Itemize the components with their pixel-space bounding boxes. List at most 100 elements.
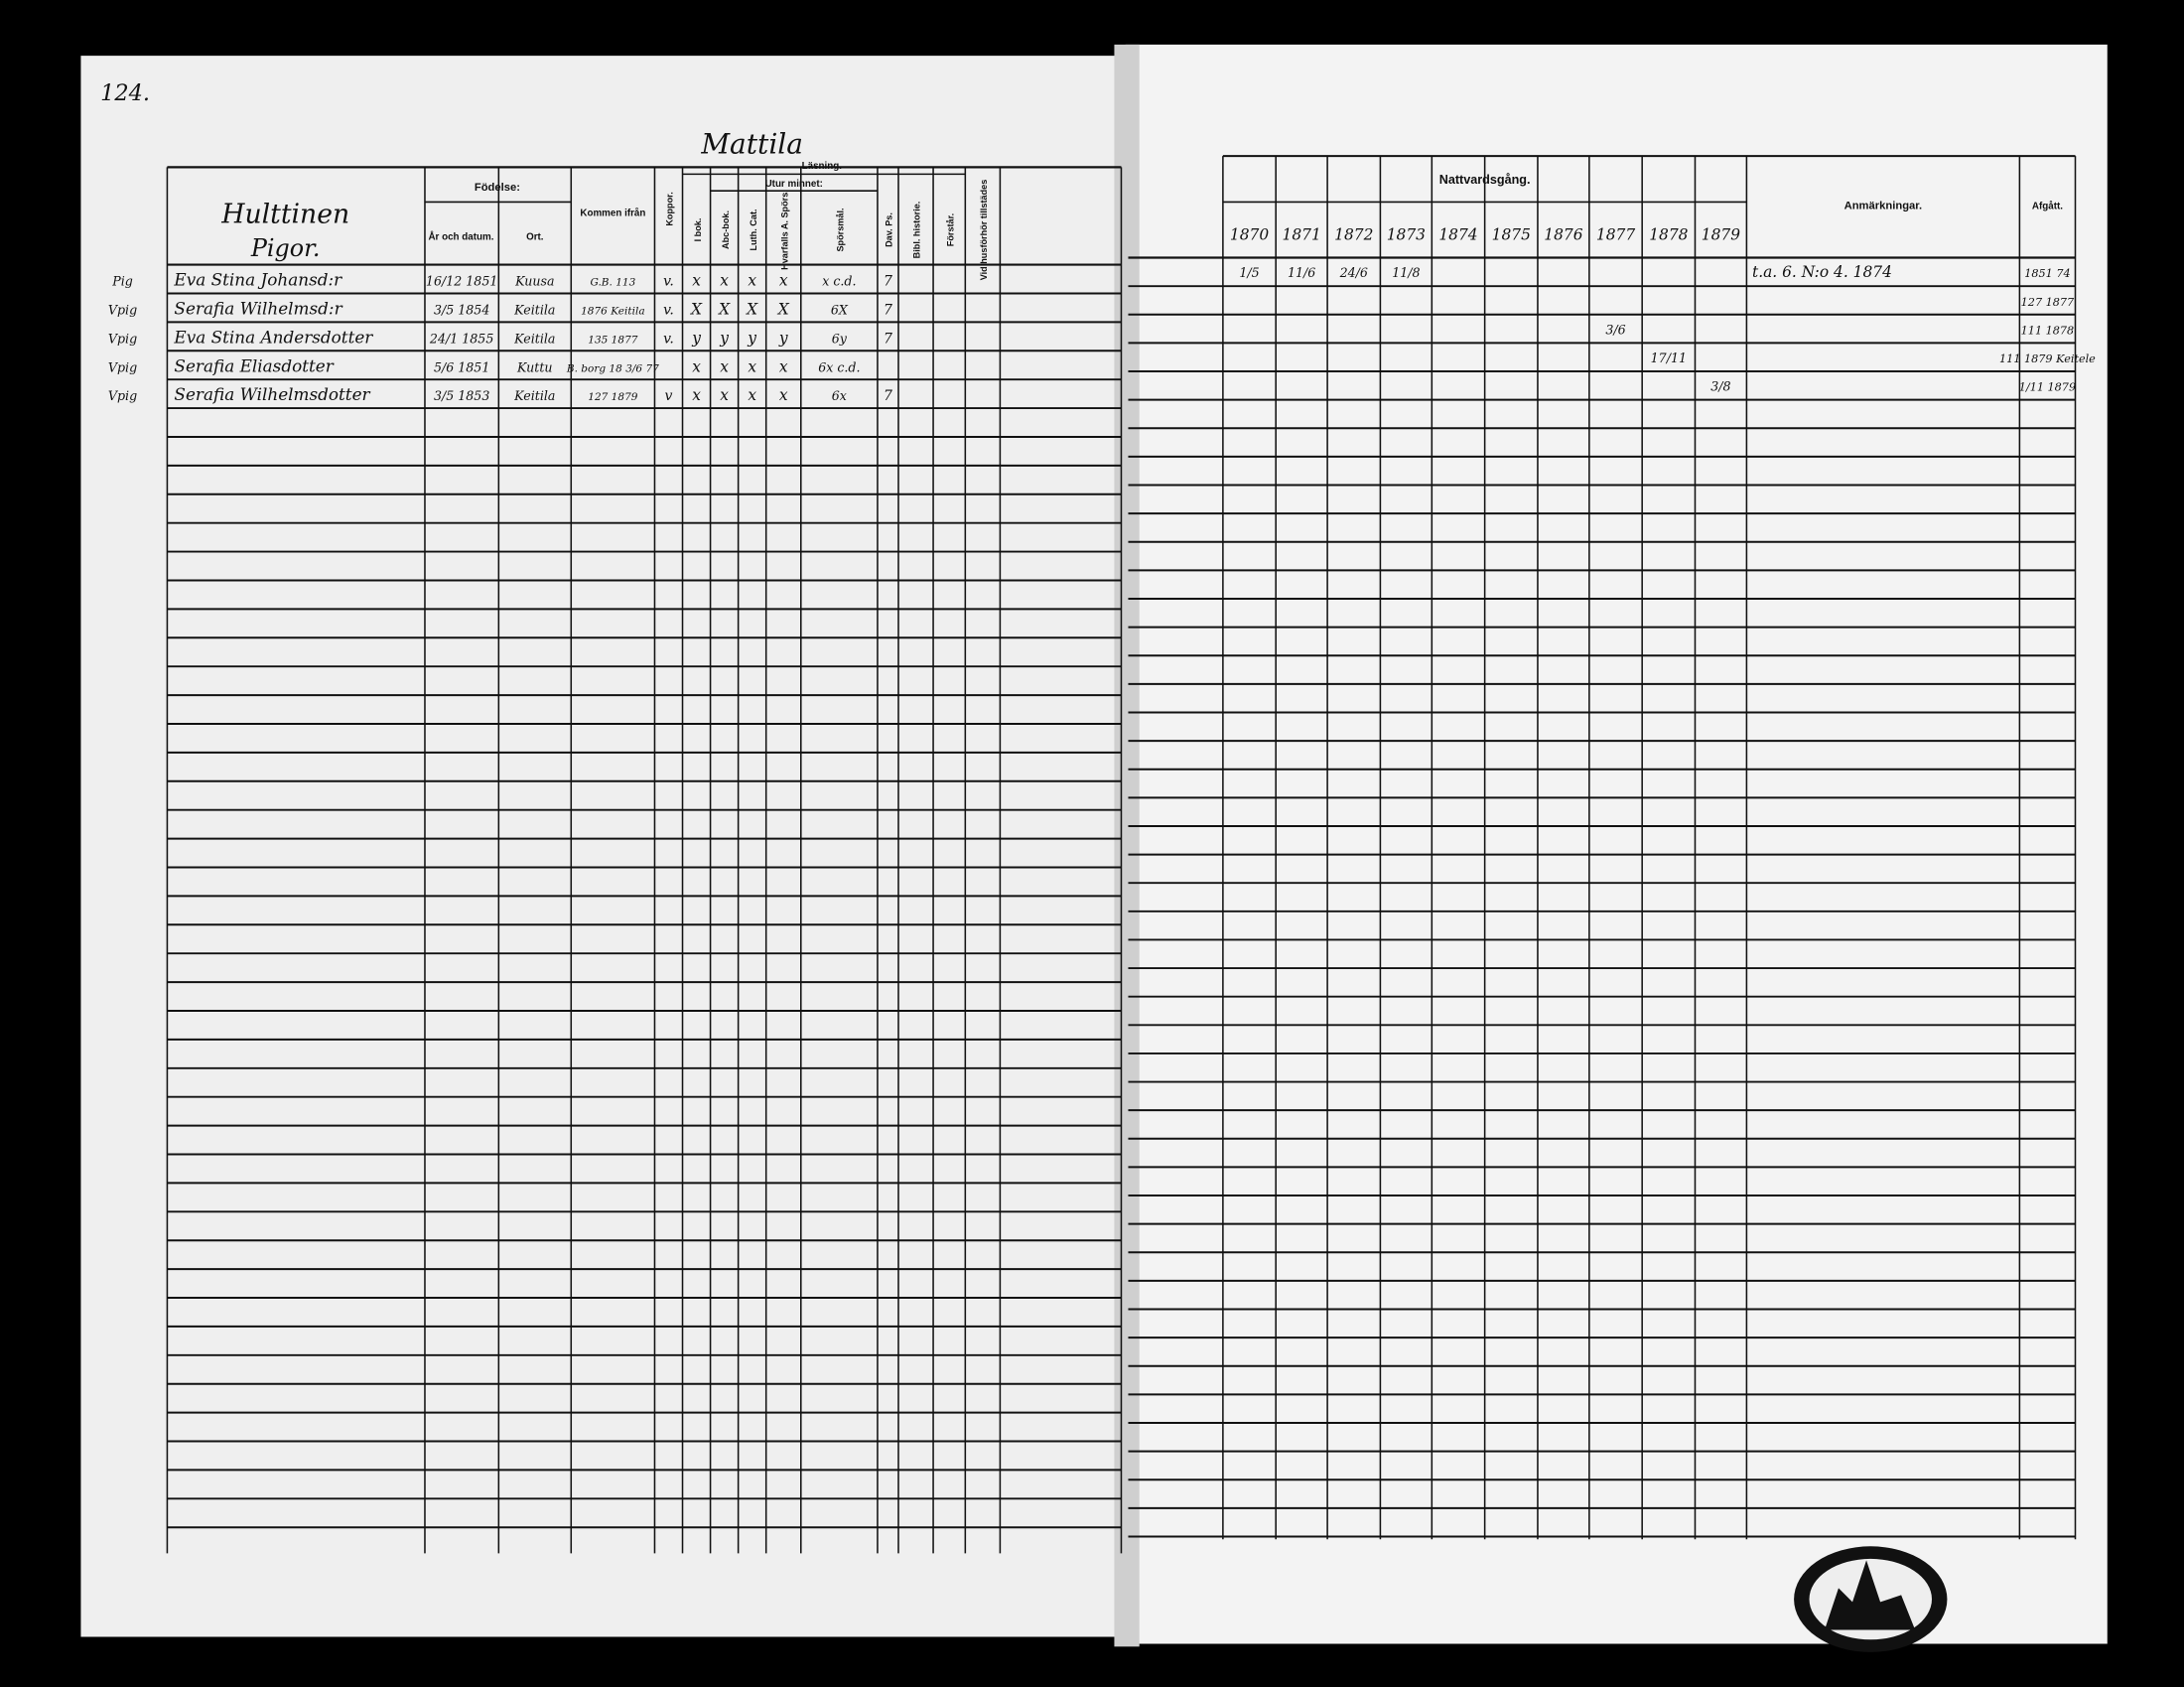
came-from: B. borg 18 3/6 77 — [566, 362, 659, 374]
row-status: Vpig — [108, 359, 137, 374]
reading-mark: x — [692, 357, 701, 375]
sporsmal-mark: 6x c.d. — [818, 359, 860, 374]
farm-name: Mattila — [700, 127, 803, 160]
column-header: Ort. — [526, 231, 544, 242]
column-header: Vid husförhör tillstädes — [979, 180, 989, 281]
birth-date: 3/5 1854 — [434, 303, 489, 318]
birth-date: 16/12 1851 — [426, 274, 497, 289]
reading-mark: x — [748, 386, 756, 404]
year-header: 1878 — [1649, 225, 1688, 243]
reading-mark: X — [777, 301, 790, 319]
koppor-mark: v. — [663, 274, 674, 290]
koppor-mark: v. — [663, 331, 674, 347]
sporsmal-mark: 6X — [831, 303, 849, 318]
reading-mark: x — [720, 386, 729, 404]
birth-place: Keitila — [513, 388, 555, 403]
year-header: 1871 — [1283, 225, 1321, 243]
reading-mark: x — [779, 272, 788, 290]
reading-mark: x — [748, 357, 756, 375]
person-name: Serafia Wilhelmsdotter — [174, 384, 370, 404]
sporsmal-mark: x c.d. — [822, 274, 856, 289]
birth-place: Kuttu — [516, 359, 553, 374]
row-status: Vpig — [108, 303, 137, 318]
davids-psalm-mark: 7 — [884, 274, 892, 290]
sporsmal-mark: 6y — [832, 331, 848, 346]
year-header: 1875 — [1492, 225, 1531, 243]
year-header: 1872 — [1334, 225, 1373, 243]
birth-place: Kuusa — [514, 274, 554, 289]
year-header: 1870 — [1230, 225, 1269, 243]
left-page — [80, 56, 1129, 1637]
page-number: 124. — [100, 80, 150, 106]
year-header: 1874 — [1438, 225, 1477, 243]
communion-date: 11/8 — [1392, 265, 1420, 280]
column-header: Hvarfalls A. Spörs. — [779, 190, 789, 270]
book-gutter — [1114, 44, 1140, 1647]
column-header: År och datum. — [428, 231, 493, 242]
birth-date: 5/6 1851 — [434, 359, 489, 374]
departed: 111 1879 Keitele — [1999, 352, 2096, 365]
reading-mark: y — [747, 329, 756, 347]
reading-mark: X — [746, 301, 758, 319]
reading-mark: x — [779, 386, 788, 404]
departed: 1/11 1879 — [2019, 381, 2076, 394]
year-header: 1877 — [1596, 225, 1635, 243]
row-status: Pig — [111, 274, 133, 289]
came-from: 127 1879 — [588, 391, 637, 403]
person-name: Serafia Wilhelmsd:r — [174, 299, 342, 319]
person-name: Eva Stina Johansd:r — [173, 270, 342, 290]
column-header: Nattvardsgång. — [1439, 173, 1531, 187]
column-header: Spörsmål. — [836, 208, 846, 251]
column-header: Koppor. — [665, 192, 675, 225]
departed: 127 1877 — [2021, 296, 2075, 309]
reading-mark: x — [720, 272, 729, 290]
communion-date: 1/5 — [1239, 265, 1259, 280]
person-name: Serafia Eliasdotter — [174, 355, 334, 375]
reading-mark: y — [691, 329, 701, 347]
came-from: 135 1877 — [588, 334, 637, 346]
reading-mark: x — [720, 357, 729, 375]
departed: 1851 74 — [2024, 267, 2070, 280]
category: Pigor. — [250, 234, 321, 262]
person-name: Eva Stina Andersdotter — [173, 327, 373, 347]
right-page — [1125, 44, 2108, 1644]
row-status: Vpig — [108, 388, 137, 403]
column-header: Luth. Cat. — [749, 209, 758, 250]
came-from: 1876 Keitila — [581, 306, 645, 318]
birth-date: 3/5 1853 — [434, 388, 489, 403]
came-from: G.B. 113 — [590, 277, 635, 289]
reading-mark: x — [779, 357, 788, 375]
reading-mark: y — [719, 329, 729, 347]
column-header: Läsning. — [802, 161, 843, 172]
communion-date: 11/6 — [1288, 265, 1315, 280]
column-header: Abc-bok. — [721, 211, 731, 249]
column-header: Utur minnet: — [765, 179, 823, 190]
birth-date: 24/1 1855 — [429, 331, 493, 346]
column-header: Kommen ifrån — [580, 208, 645, 218]
communion-date: 24/6 — [1339, 265, 1368, 280]
remark: t.a. 6. N:o 4. 1874 — [1752, 263, 1892, 281]
reading-mark: x — [692, 272, 701, 290]
davids-psalm-mark: 7 — [884, 388, 892, 404]
reading-mark: x — [748, 272, 756, 290]
reading-mark: x — [692, 386, 701, 404]
column-header: Afgått. — [2032, 201, 2063, 211]
column-header: Bibl. historie. — [912, 202, 922, 259]
row-status: Vpig — [108, 331, 137, 346]
year-header: 1876 — [1544, 225, 1582, 243]
column-header: Födelse: — [475, 182, 520, 194]
column-header: I bok. — [693, 218, 703, 242]
departed: 111 1878 — [2021, 324, 2075, 337]
communion-date: 3/8 — [1710, 379, 1730, 394]
table-grid — [166, 155, 2077, 1554]
year-header: 1873 — [1387, 225, 1426, 243]
reading-mark: y — [778, 329, 788, 347]
column-header: Dav. Ps. — [885, 212, 894, 247]
column-header: Anmärkningar. — [1844, 200, 1923, 211]
archive-stamp — [1794, 1546, 1948, 1652]
communion-date: 3/6 — [1605, 322, 1625, 337]
communion-date: 17/11 — [1651, 351, 1687, 365]
davids-psalm-mark: 7 — [884, 331, 892, 347]
